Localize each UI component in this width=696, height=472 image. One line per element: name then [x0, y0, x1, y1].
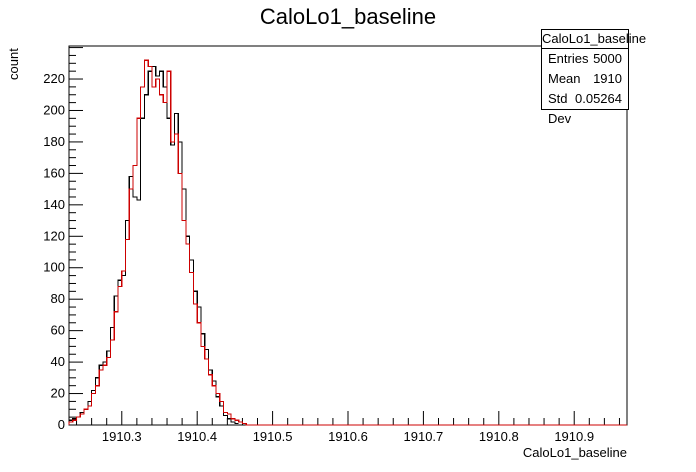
stats-row-mean: Mean 1910: [542, 69, 628, 89]
y-tick-label: 200: [43, 102, 65, 117]
y-tick-label: 80: [51, 291, 65, 306]
y-tick-label: 140: [43, 197, 65, 212]
y-tick-label: 160: [43, 165, 65, 180]
y-tick-label: 60: [51, 323, 65, 338]
x-tick-label: 1910.4: [177, 429, 217, 444]
stats-box: CaloLo1_baseline Entries 5000 Mean 1910 …: [541, 29, 646, 126]
y-tick-label: 0: [58, 417, 65, 432]
x-tick-label: 1910.9: [554, 429, 594, 444]
stats-value: 0.05264: [575, 91, 622, 106]
chart-title: CaloLo1_baseline: [259, 4, 437, 29]
y-tick-label: 40: [51, 354, 65, 369]
x-tick-label: 1910.8: [479, 429, 519, 444]
y-tick-label: 220: [43, 71, 65, 86]
histogram-series-1: [68, 65, 239, 425]
stats-value: 1910: [593, 71, 622, 86]
y-tick-label: 20: [51, 386, 65, 401]
x-axis-label: CaloLo1_baseline: [522, 445, 627, 460]
y-tick-label: 100: [43, 260, 65, 275]
histogram-series-2: [68, 59, 627, 426]
stats-label: Mean: [548, 71, 581, 86]
stats-label: Entries: [548, 51, 589, 66]
x-tick-label: 1910.6: [328, 429, 368, 444]
stats-value: 5000: [593, 51, 622, 66]
x-tick-label: 1910.5: [253, 429, 293, 444]
stats-box-title: CaloLo1_baseline: [542, 30, 646, 49]
x-tick-label: 1910.7: [404, 429, 444, 444]
x-tick-label: 1910.3: [102, 429, 142, 444]
stats-row-stddev: Std Dev 0.05264: [542, 89, 628, 126]
stats-row-entries: Entries 5000: [542, 49, 628, 69]
y-tick-label: 120: [43, 228, 65, 243]
stats-label: Std Dev: [548, 91, 572, 126]
y-tick-label: 180: [43, 134, 65, 149]
y-axis-label: count: [6, 48, 21, 80]
